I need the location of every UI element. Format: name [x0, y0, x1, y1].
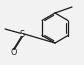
Text: S: S — [19, 30, 25, 38]
Text: O: O — [11, 48, 17, 56]
